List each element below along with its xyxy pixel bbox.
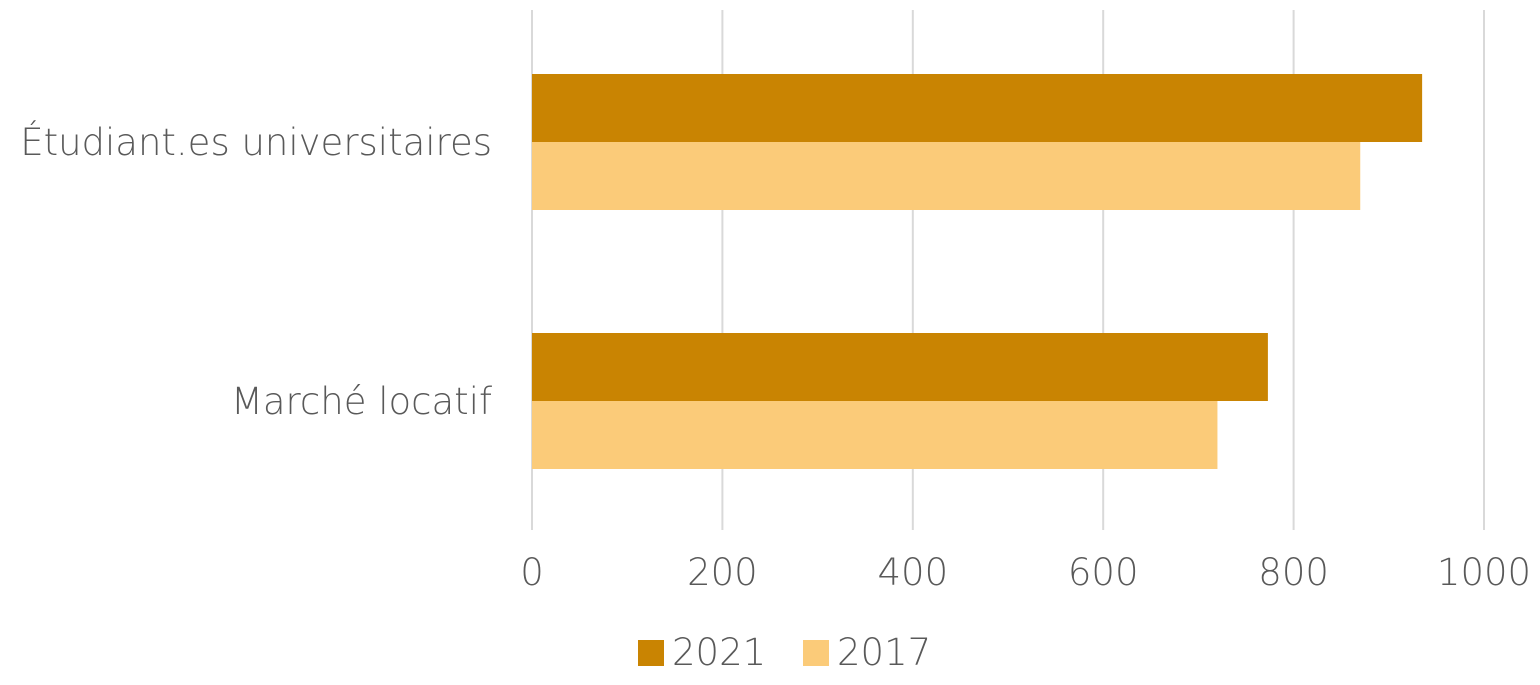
bar-2021: [532, 333, 1268, 401]
x-tick-label: 800: [1258, 551, 1329, 594]
category-labels: Étudiant.es universitaires Marché locatif: [20, 120, 492, 423]
x-tick-label: 600: [1068, 551, 1139, 594]
x-tick-label: 200: [687, 551, 758, 594]
x-tick-label: 0: [520, 551, 544, 594]
x-tick-label: 1000: [1437, 551, 1531, 594]
category-label: Étudiant.es universitaires: [20, 120, 492, 164]
bar-2017: [532, 401, 1218, 469]
bar-2021: [532, 74, 1423, 142]
legend-swatch-2021: [638, 640, 664, 666]
legend-swatch-2017: [803, 640, 829, 666]
category-label: Marché locatif: [231, 380, 492, 423]
bars: [532, 74, 1423, 469]
legend: 2021 2017: [638, 631, 931, 674]
x-tick-labels: 0 200 400 600 800 1000: [520, 551, 1531, 594]
x-tick-label: 400: [877, 551, 948, 594]
bar-2017: [532, 142, 1361, 210]
legend-label: 2021: [672, 631, 766, 674]
legend-label: 2017: [837, 631, 931, 674]
